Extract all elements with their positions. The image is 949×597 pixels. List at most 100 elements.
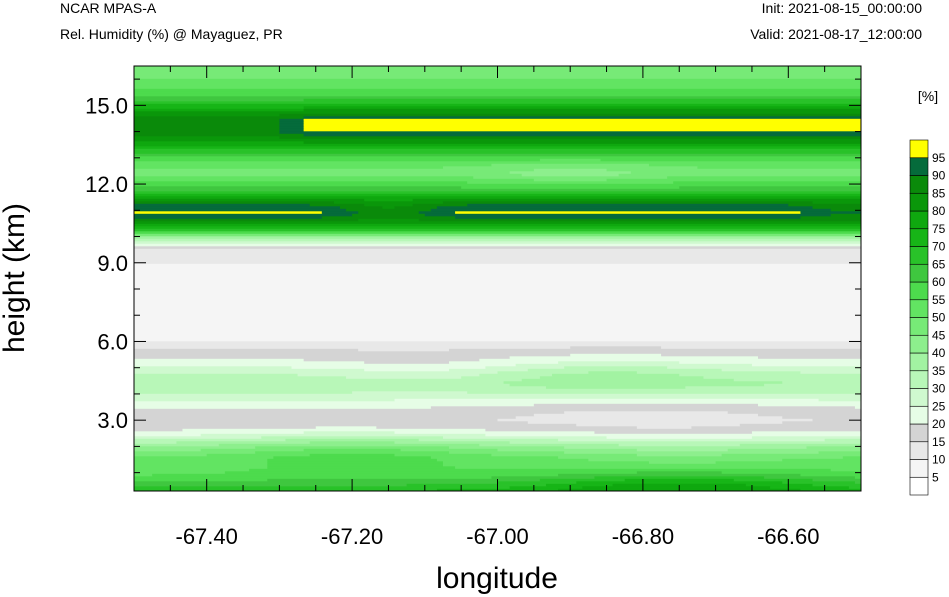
rh-field-cell	[134, 395, 861, 399]
rh-field-cell	[134, 440, 177, 444]
rh-field-cell	[134, 340, 861, 344]
rh-field-cell	[346, 208, 432, 212]
rh-field-cell	[364, 368, 450, 372]
colorbar-label: 20	[932, 417, 946, 431]
rh-field-cell	[134, 213, 353, 217]
rh-field-cell	[564, 445, 807, 449]
rh-field-cell	[134, 118, 280, 122]
rh-field-cell	[400, 448, 498, 452]
x-tick-label: -67.00	[466, 524, 528, 549]
rh-field-cell	[134, 388, 861, 392]
rh-field-cell	[134, 145, 861, 149]
rh-field-cell	[134, 148, 861, 152]
rh-field-cell	[134, 453, 208, 457]
rh-field-cell	[134, 265, 861, 269]
y-tick-label: 6.0	[97, 329, 128, 354]
rh-field-cell	[830, 213, 861, 217]
rh-field-cell	[297, 373, 480, 377]
rh-field-cell	[134, 448, 202, 452]
rh-field-cell	[661, 353, 861, 357]
rh-field-cell	[134, 178, 535, 182]
rh-field-cell	[134, 170, 511, 174]
rh-field-cell	[134, 273, 861, 277]
rh-field-cell	[442, 165, 698, 169]
rh-field-cell	[418, 210, 456, 214]
rh-field-cell	[606, 168, 861, 172]
rh-field-cell	[812, 205, 861, 209]
rh-field-cell	[812, 483, 861, 487]
rh-field-cell	[134, 158, 541, 162]
rh-field-cell	[382, 205, 396, 209]
rh-field-cell	[134, 295, 861, 299]
colorbar: 5 10 15 20 25 30 35 40 45 50 55 60 65 70 75 80 85 90 95	[909, 139, 946, 496]
rh-field-cell	[134, 300, 861, 304]
rh-field-cell	[333, 200, 444, 204]
rh-field-cell	[134, 235, 861, 239]
rh-field-cell	[134, 230, 861, 234]
rh-field-cell	[176, 440, 311, 444]
rh-field-cell	[739, 423, 861, 427]
field-description: Rel. Humidity (%) @ Mayaguez, PR	[60, 26, 283, 42]
colorbar-swatch	[909, 352, 929, 372]
rh-field-cell	[303, 358, 480, 362]
rh-field-cell	[739, 443, 861, 447]
rh-field-cell	[770, 485, 850, 489]
rh-field-cell	[406, 483, 547, 487]
rh-field-cell	[134, 195, 861, 199]
rh-field-cell	[358, 218, 420, 222]
rh-field-cell	[134, 110, 861, 114]
rh-field-cell	[134, 98, 305, 102]
rh-field-cell	[503, 380, 783, 384]
rh-field-cell	[812, 200, 861, 204]
rh-field-cell	[521, 173, 620, 177]
rh-field-cell	[679, 373, 861, 377]
rh-field-cell	[576, 480, 783, 484]
rh-field-cell	[134, 450, 256, 454]
rh-field-cell	[376, 425, 638, 429]
rh-field-cell	[442, 460, 650, 464]
rh-field-cell	[667, 365, 861, 369]
rh-field-cell	[648, 163, 861, 167]
rh-field-cell	[800, 473, 861, 477]
rh-field-cell	[412, 203, 468, 207]
rh-field-cell	[455, 465, 861, 469]
rh-field-cell	[436, 205, 814, 209]
rh-field-cell	[134, 130, 280, 134]
rh-field-cell	[134, 248, 861, 252]
rh-field-cell	[267, 478, 541, 482]
rh-field-cell	[685, 385, 861, 389]
rh-field-cell	[134, 80, 861, 84]
rh-field-cell	[134, 203, 311, 207]
rh-field-cell	[545, 385, 686, 389]
colorbar-label: 10	[932, 453, 946, 467]
rh-field-cell	[582, 485, 771, 489]
rh-field-cell	[509, 440, 861, 444]
rh-field-cell	[134, 95, 861, 99]
rh-field-cell	[134, 93, 861, 97]
rh-field-cell	[279, 123, 305, 127]
colorbar-label: 50	[932, 311, 946, 325]
rh-field-cell	[812, 478, 861, 482]
rh-field-cell	[467, 203, 789, 207]
rh-field-cell	[394, 453, 492, 457]
colorbar-swatch	[909, 441, 929, 460]
rh-field-cell	[134, 283, 861, 287]
rh-field-cell	[255, 450, 450, 454]
rh-field-cell	[134, 298, 861, 302]
rh-field-cell	[134, 243, 861, 247]
rh-field-cell	[134, 338, 861, 342]
rh-field-cell	[715, 460, 861, 464]
x-axis-title: longitude	[436, 562, 558, 595]
rh-field-cell	[134, 173, 523, 177]
rh-field-cell	[673, 180, 861, 184]
colorbar-label: 95	[932, 151, 946, 165]
rh-field-cell	[134, 410, 565, 414]
rh-field-cell	[134, 378, 523, 382]
rh-field-cell	[134, 418, 498, 422]
rh-field-cell	[134, 123, 280, 127]
rh-field-cell	[134, 393, 861, 397]
rh-field-cell	[134, 365, 293, 369]
axes: -67.40 -67.20 -67.00 -66.80 -66.60 3.0 6.0 9.0 1…	[85, 65, 862, 549]
colorbar-swatch	[909, 192, 929, 212]
rh-field-cell	[442, 463, 861, 467]
